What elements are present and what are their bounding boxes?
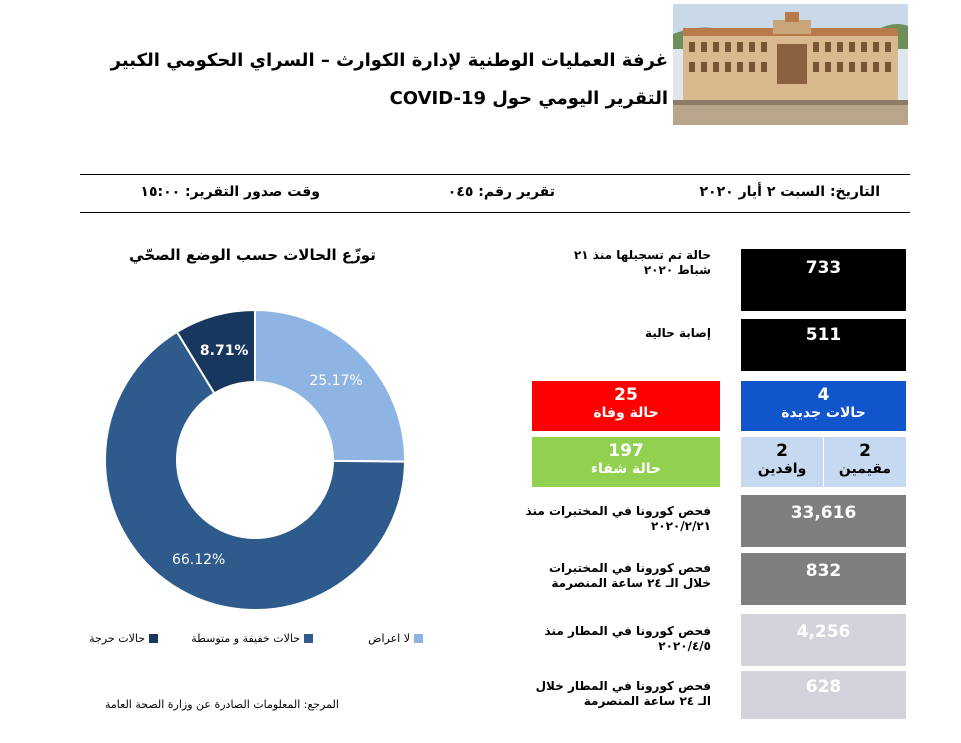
slice-mild-moderate bbox=[104, 330, 407, 611]
report-info-bar: التاريخ: السبت ٢ أيار ٢٠٢٠ تقرير رقم: ٠٤… bbox=[80, 174, 910, 213]
residents-box: 2 مقيمين bbox=[824, 437, 906, 487]
residents-label: مقيمين bbox=[838, 461, 892, 477]
report-number: تقرير رقم: ٠٤٥ bbox=[447, 184, 555, 200]
chart-legend: لا اعراض حالات خفيفة و متوسطة حالات حرجة bbox=[68, 632, 423, 652]
arrivals-box: 2 وافدين bbox=[741, 437, 823, 487]
lab-tests-total-box: 33,616 bbox=[741, 495, 906, 547]
new-cases-value: 4 bbox=[817, 385, 830, 405]
legend-label-mild: حالات خفيفة و متوسطة bbox=[191, 632, 300, 645]
report-title: غرفة العمليات الوطنية لإدارة الكوارث – ا… bbox=[110, 50, 668, 71]
arrivals-label: وافدين bbox=[757, 461, 807, 477]
lab-tests-24h-value: 832 bbox=[805, 561, 842, 581]
lab-tests-24h-box: 832 bbox=[741, 553, 906, 605]
slice-critical bbox=[175, 308, 256, 395]
report-subtitle: التقرير اليومي حول COVID-19 bbox=[389, 88, 668, 109]
active-cases-box: 511 bbox=[741, 319, 906, 371]
airport-tests-24h-value: 628 bbox=[805, 677, 842, 697]
airport-tests-total-value: 4,256 bbox=[796, 622, 851, 642]
total-cases-value: 733 bbox=[805, 258, 842, 278]
legend-label-critical: حالات حرجة bbox=[89, 632, 145, 645]
legend-swatch-critical bbox=[149, 634, 158, 643]
grand-serail-photo bbox=[673, 4, 908, 125]
lab-tests-total-value: 33,616 bbox=[790, 503, 857, 523]
total-cases-label: حالة تم تسجيلها منذ ٢١ شباط ٢٠٢٠ bbox=[573, 248, 711, 277]
recovered-value: 197 bbox=[608, 441, 644, 461]
legend-item-mild: حالات خفيفة و متوسطة bbox=[191, 632, 313, 645]
lab-tests-total-label: فحص كورونا في المختبرات منذ ٢٠٢٠/٢/٢١ bbox=[525, 504, 711, 533]
chart-title: توزّع الحالات حسب الوضع الصحّي bbox=[129, 246, 376, 264]
total-cases-box: 733 bbox=[741, 249, 906, 311]
report-issue-time: وقت صدور التقرير: ١٥:٠٠ bbox=[140, 184, 320, 200]
recovered-label: حالة شفاء bbox=[590, 461, 662, 477]
arrivals-value: 2 bbox=[776, 441, 788, 461]
new-cases-box: 4 حالات جديدة bbox=[741, 381, 906, 431]
airport-tests-24h-label: فحص كورونا في المطار خلال الـ ٢٤ ساعة ال… bbox=[535, 679, 711, 708]
slice-no-symptoms bbox=[254, 308, 406, 463]
deaths-label: حالة وفاة bbox=[593, 405, 659, 421]
deaths-box: 25 حالة وفاة bbox=[532, 381, 720, 431]
legend-item-no-symptoms: لا اعراض bbox=[368, 632, 423, 645]
report-date: التاريخ: السبت ٢ أيار ٢٠٢٠ bbox=[699, 184, 880, 200]
recovered-box: 197 حالة شفاء bbox=[532, 437, 720, 487]
legend-item-critical: حالات حرجة bbox=[89, 632, 158, 645]
residents-value: 2 bbox=[859, 441, 871, 461]
slice-mild-moderate-label: 66.12% bbox=[172, 552, 225, 568]
slice-no-symptoms-label: 25.17% bbox=[309, 373, 362, 389]
new-cases-label: حالات جديدة bbox=[781, 405, 866, 421]
legend-swatch-no-symptoms bbox=[414, 634, 423, 643]
source-note: المرجع: المعلومات الصادرة عن وزارة الصحة… bbox=[105, 698, 339, 711]
slice-critical-label: 8.71% bbox=[200, 343, 249, 359]
active-cases-label: إصابة حالية bbox=[644, 326, 711, 340]
airport-tests-total-label: فحص كورونا في المطار منذ ٢٠٢٠/٤/٥ bbox=[544, 624, 712, 653]
lab-tests-24h-label: فحص كورونا في المختبرات خلال الـ ٢٤ ساعة… bbox=[548, 561, 711, 590]
legend-label-no-symptoms: لا اعراض bbox=[368, 632, 410, 645]
active-cases-value: 511 bbox=[805, 325, 842, 345]
legend-swatch-mild bbox=[304, 634, 313, 643]
airport-tests-24h-box: 628 bbox=[741, 671, 906, 719]
donut-chart: 25.17% 66.12% 8.71% bbox=[104, 308, 407, 611]
deaths-value: 25 bbox=[614, 385, 638, 405]
airport-tests-total-box: 4,256 bbox=[741, 614, 906, 666]
